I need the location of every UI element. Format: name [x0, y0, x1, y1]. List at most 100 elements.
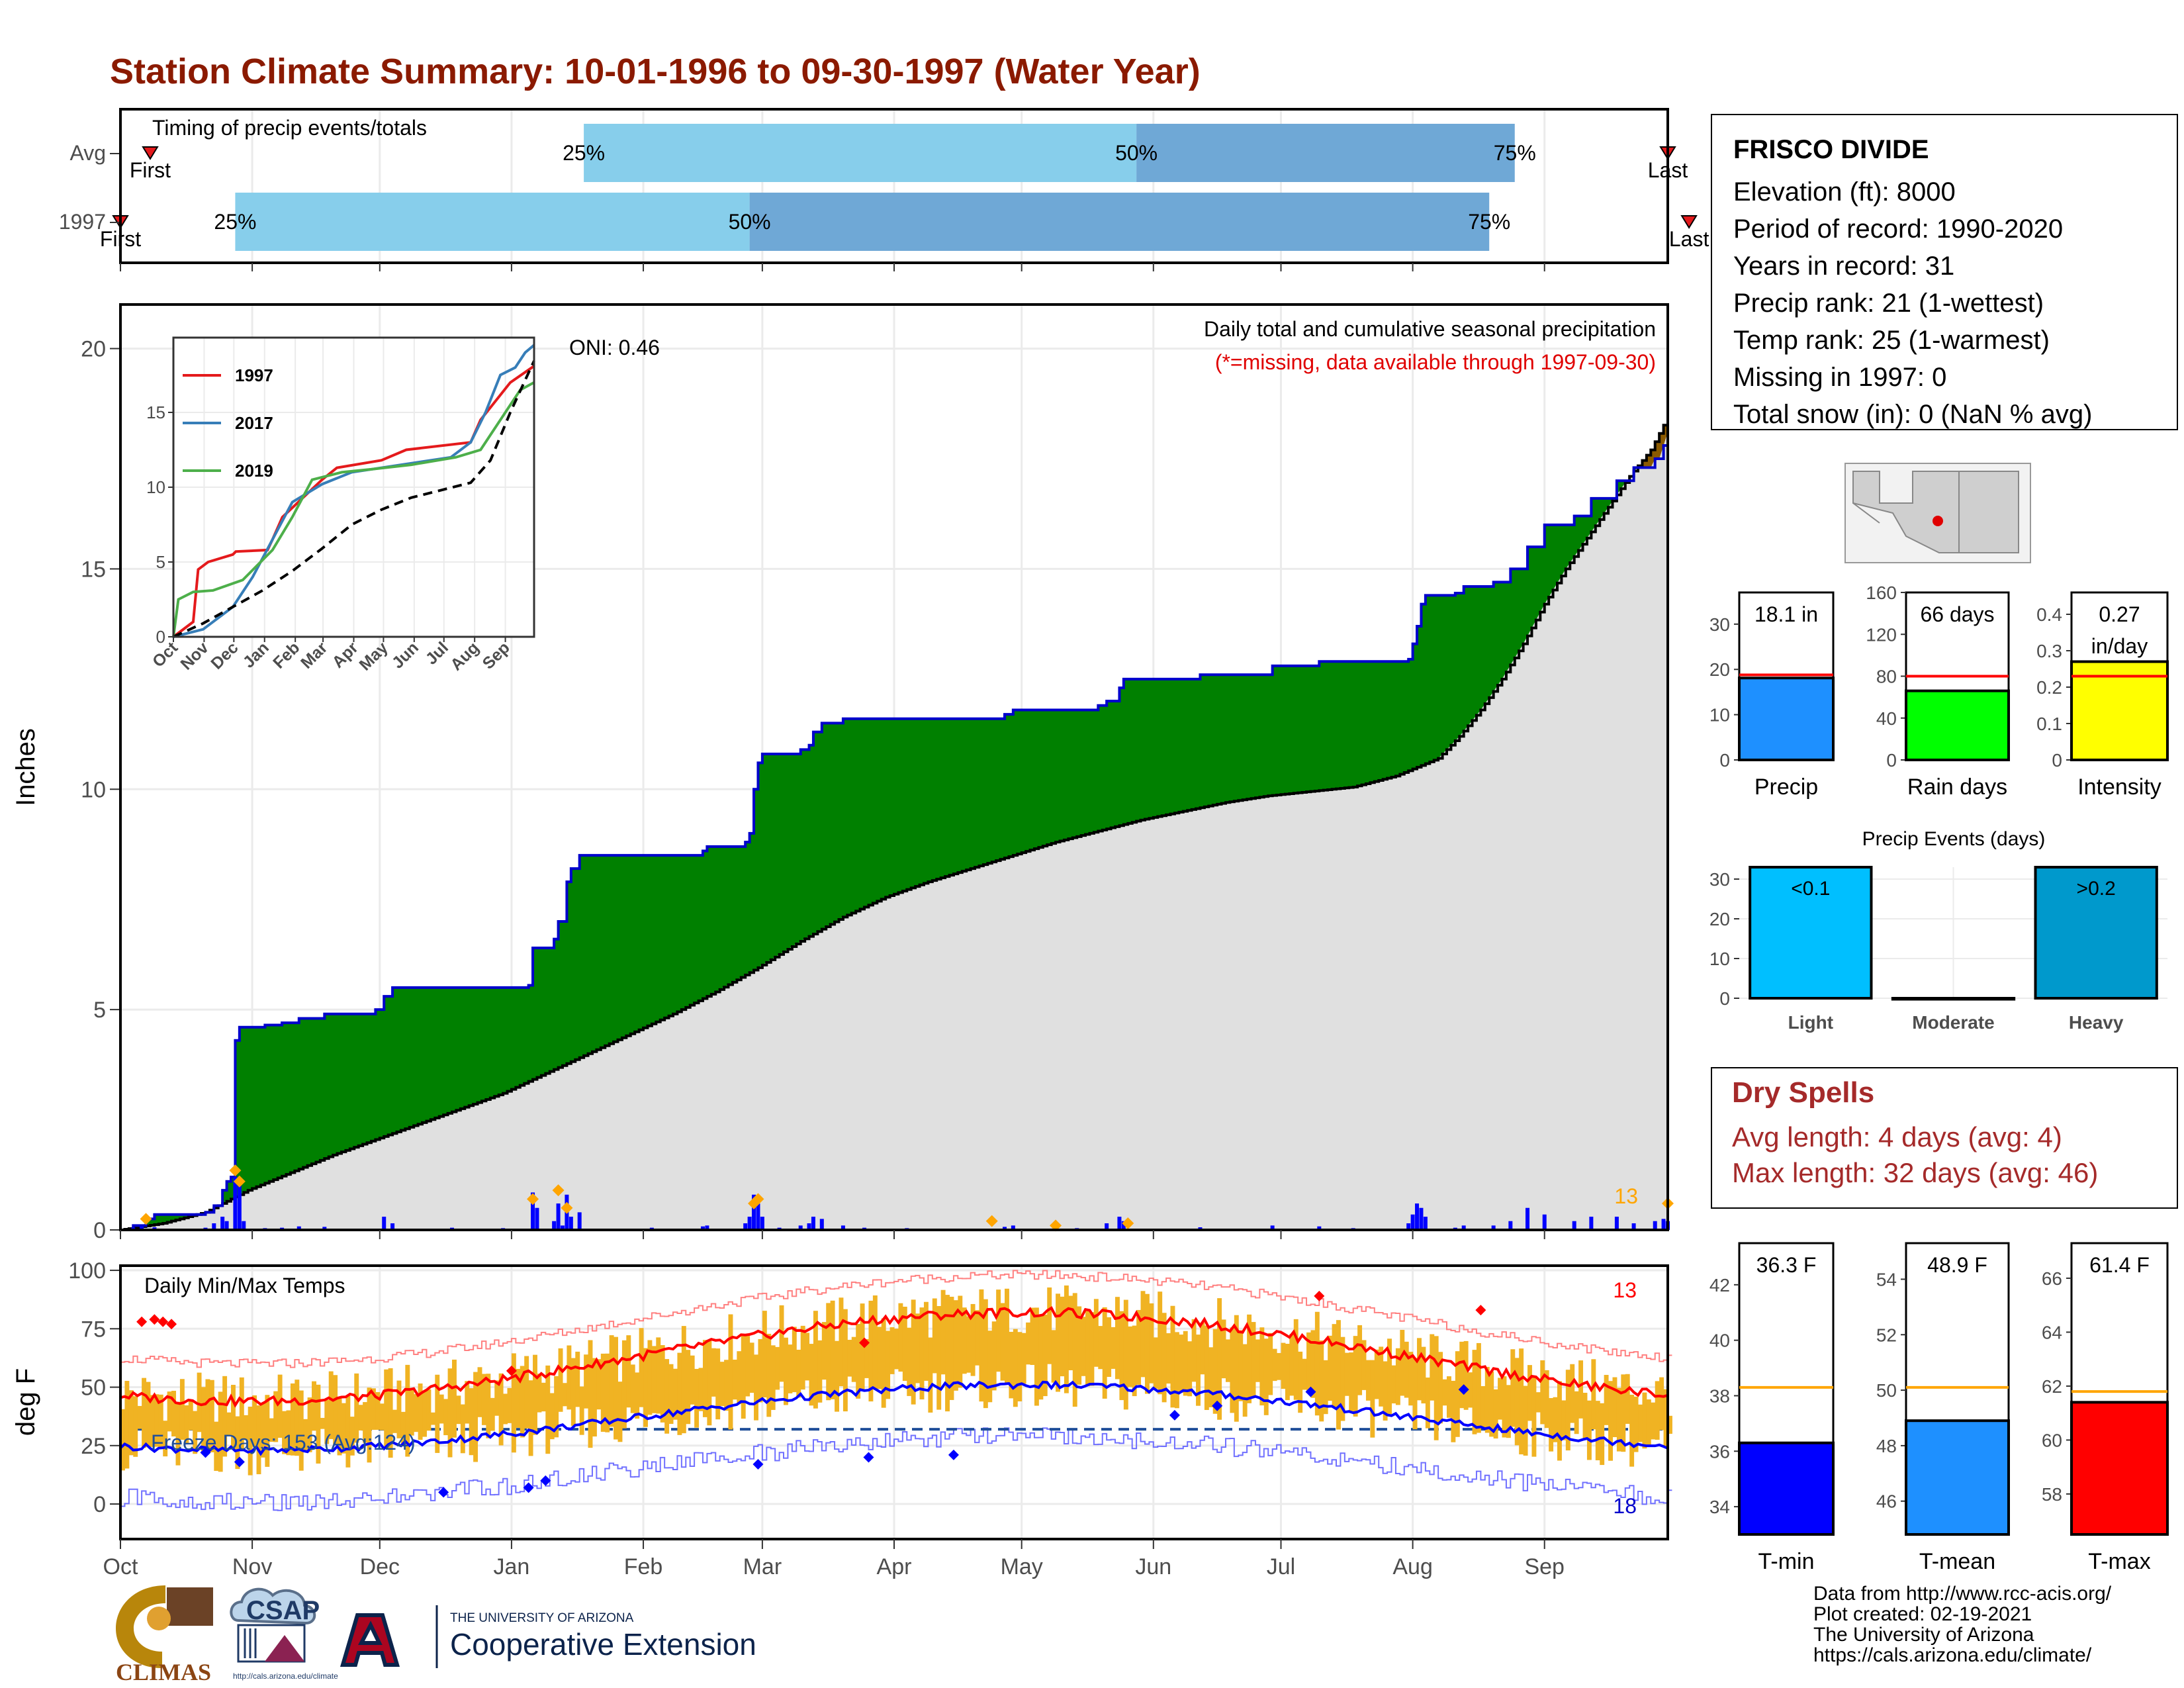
daily-temp-bar — [932, 1298, 937, 1374]
precip-above-normal — [418, 987, 423, 1125]
precip-above-normal — [1285, 665, 1290, 794]
precip-above-normal — [1553, 524, 1558, 590]
precip-above-normal — [1060, 710, 1065, 841]
precip-above-normal — [469, 987, 474, 1106]
daily-precip-bar — [1105, 1223, 1109, 1230]
daily-temp-bar — [1642, 1392, 1647, 1449]
daily-temp-bar — [277, 1374, 283, 1438]
daily-temp-bar — [715, 1348, 721, 1420]
precip-above-normal — [384, 996, 389, 1137]
csap-logo-text: CSAP — [246, 1596, 320, 1625]
precip-above-normal — [842, 718, 848, 917]
daily-temp-bar — [392, 1409, 397, 1433]
precip-above-normal — [614, 855, 619, 1042]
daily-temp-bar — [214, 1421, 219, 1472]
daily-temp-bar — [754, 1354, 758, 1421]
precip-above-normal — [770, 754, 776, 960]
daily-temp-bar — [1612, 1377, 1617, 1438]
precip-above-normal — [1476, 586, 1481, 716]
precip-above-normal — [1493, 582, 1498, 692]
daily-precip-bar — [1614, 1217, 1619, 1230]
precip-above-normal — [1242, 675, 1248, 800]
precip-above-normal — [889, 718, 895, 896]
precip-above-normal — [1336, 661, 1342, 789]
month-label: Apr — [877, 1554, 912, 1579]
precip-above-normal — [605, 855, 610, 1046]
precip-above-normal — [533, 947, 538, 1080]
daily-temp-bar — [1582, 1393, 1588, 1438]
month-label: Mar — [743, 1554, 782, 1579]
precip-above-normal — [1498, 582, 1503, 686]
daily-temp-bar — [418, 1383, 423, 1440]
daily-temp-bar — [635, 1372, 640, 1419]
record-low-marker — [863, 1452, 874, 1463]
precip-above-normal — [1174, 679, 1179, 814]
daily-temp-bar — [1153, 1337, 1158, 1389]
daily-temp-bar — [1009, 1331, 1014, 1399]
daily-temp-bar — [1123, 1299, 1128, 1410]
daily-precip-bar — [798, 1225, 803, 1230]
precip-above-normal — [928, 718, 933, 882]
precip-above-normal — [1557, 524, 1563, 583]
daily-temp-bar — [1132, 1325, 1137, 1397]
daily-temp-bar — [1531, 1377, 1537, 1457]
precip-above-normal — [711, 846, 716, 994]
precip-above-normal — [626, 855, 631, 1036]
precip-above-normal — [1357, 661, 1363, 786]
daily-temp-bar — [617, 1382, 623, 1442]
precip-above-normal — [1017, 710, 1023, 855]
daily-temp-bar — [1251, 1322, 1256, 1396]
daily-temp-bar — [979, 1289, 984, 1402]
daily-temp-bar — [1519, 1348, 1524, 1455]
daily-temp-bar — [1005, 1288, 1009, 1385]
daily-temp-bar — [503, 1393, 508, 1425]
precip-above-normal — [1196, 679, 1201, 809]
daily-temp-bar — [354, 1373, 359, 1443]
precip-above-normal — [1263, 675, 1269, 797]
precip-above-normal — [902, 718, 907, 892]
precip-above-normal — [826, 723, 831, 927]
precip-above-normal — [1009, 714, 1014, 857]
timing-label-50: 50% — [1115, 141, 1158, 165]
precip-above-normal — [1361, 661, 1367, 785]
daily-temp-bar — [1578, 1360, 1584, 1419]
precip-gauge-bar — [1905, 689, 2010, 761]
daily-temp-bar — [1629, 1394, 1635, 1467]
precip-above-normal — [1527, 547, 1533, 636]
precip-above-normal — [295, 1023, 300, 1171]
daily-temp-bar — [430, 1412, 435, 1425]
daily-precip-bar — [1461, 1225, 1466, 1230]
precip-below-normal — [1655, 442, 1660, 459]
daily-temp-bar — [1085, 1311, 1090, 1387]
daily-temp-bar — [520, 1366, 525, 1438]
precip-above-normal — [1425, 595, 1430, 764]
daily-temp-bar — [694, 1368, 700, 1428]
precip-above-normal — [1502, 582, 1507, 679]
precip-above-normal — [1144, 679, 1150, 820]
precip-above-normal — [987, 718, 993, 864]
csap-logo: CSAP http://cals.arizona.edu/climate — [230, 1587, 338, 1681]
daily-precip-bar — [1631, 1223, 1636, 1230]
record-low-count: 18 — [1613, 1494, 1637, 1518]
precip-above-normal — [1128, 679, 1133, 823]
daily-temp-bar — [741, 1334, 746, 1419]
precip-below-normal — [1646, 455, 1651, 468]
daily-temp-bar — [1098, 1326, 1103, 1370]
dry-spells-title: Dry Spells — [1732, 1076, 1875, 1109]
precip-above-normal — [923, 718, 929, 884]
daily-temp-bar — [664, 1359, 670, 1434]
precip-above-normal — [1251, 675, 1256, 799]
ua-extension: Cooperative Extension — [450, 1627, 756, 1662]
temp-gauge-label: T-min — [1758, 1549, 1815, 1574]
daily-temp-bar — [1234, 1315, 1239, 1422]
precip-above-normal — [371, 1013, 376, 1141]
normal-cumulative-area — [120, 432, 1668, 1230]
daily-precip-bar — [743, 1223, 748, 1230]
daily-temp-bar — [124, 1381, 130, 1469]
precip-above-normal — [694, 855, 700, 1004]
precip-above-normal — [226, 1181, 232, 1201]
precip-above-normal — [864, 718, 870, 908]
record-precip-marker — [552, 1184, 565, 1197]
daily-precip-bar — [1406, 1223, 1411, 1230]
station-years: Years in record: 31 — [1733, 252, 1955, 281]
